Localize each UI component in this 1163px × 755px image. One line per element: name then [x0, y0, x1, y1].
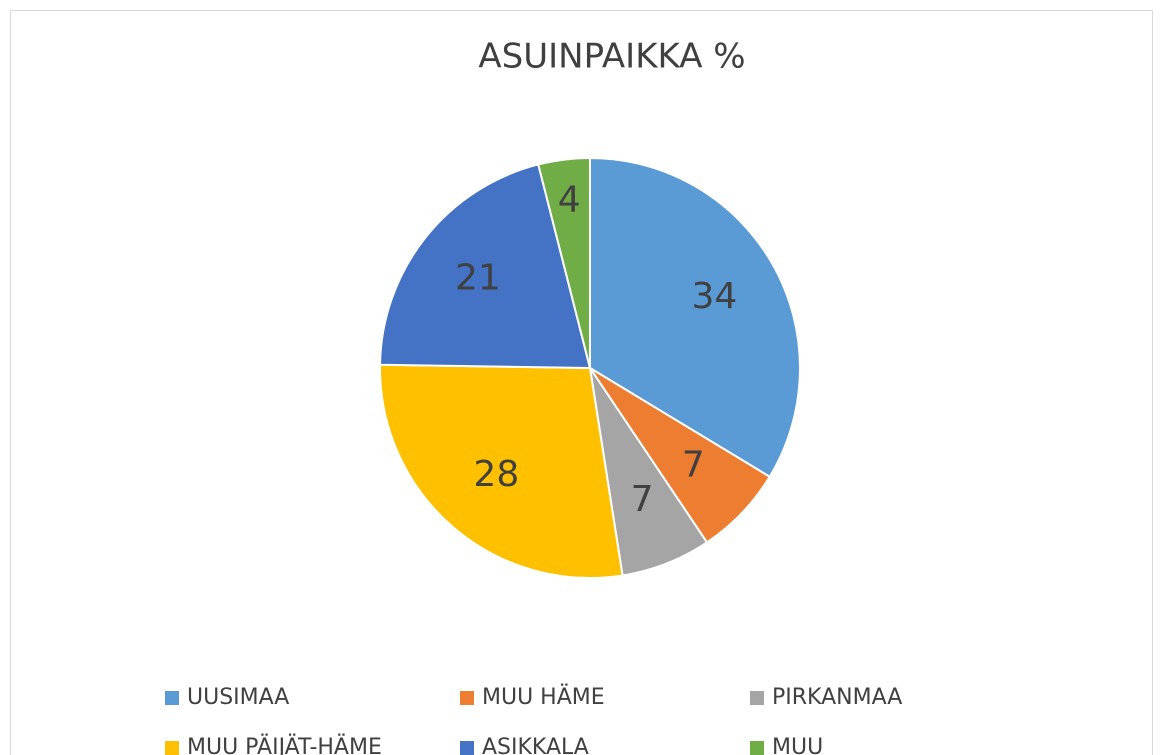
- data-label: 21: [455, 257, 501, 298]
- legend-label: ASIKKALA: [482, 735, 589, 755]
- data-label: 34: [691, 276, 737, 317]
- legend-swatch: [165, 691, 179, 705]
- pie-slice: [537, 156, 591, 369]
- data-label: 4: [558, 179, 581, 220]
- legend-label: MUU HÄME: [482, 684, 605, 710]
- legend-swatch: [460, 741, 474, 755]
- chart-title: ASUINPAIKKA %: [478, 37, 745, 77]
- legend-label: PIRKANMAA: [772, 685, 902, 710]
- legend-swatch: [750, 741, 764, 755]
- legend-swatch: [460, 691, 474, 705]
- legend-label: UUSIMAA: [187, 685, 289, 710]
- data-label: 7: [631, 479, 654, 520]
- data-label: 28: [473, 454, 519, 495]
- pie-slice: [589, 156, 801, 479]
- legend-swatch: [750, 691, 764, 705]
- pie-slice: [379, 363, 624, 579]
- legend-swatch: [165, 741, 179, 755]
- legend-label: MUU PÄIJÄT-HÄME: [187, 734, 382, 755]
- data-label: 7: [682, 445, 705, 486]
- pie-slice: [379, 163, 592, 370]
- legend-label: MUU: [772, 735, 823, 755]
